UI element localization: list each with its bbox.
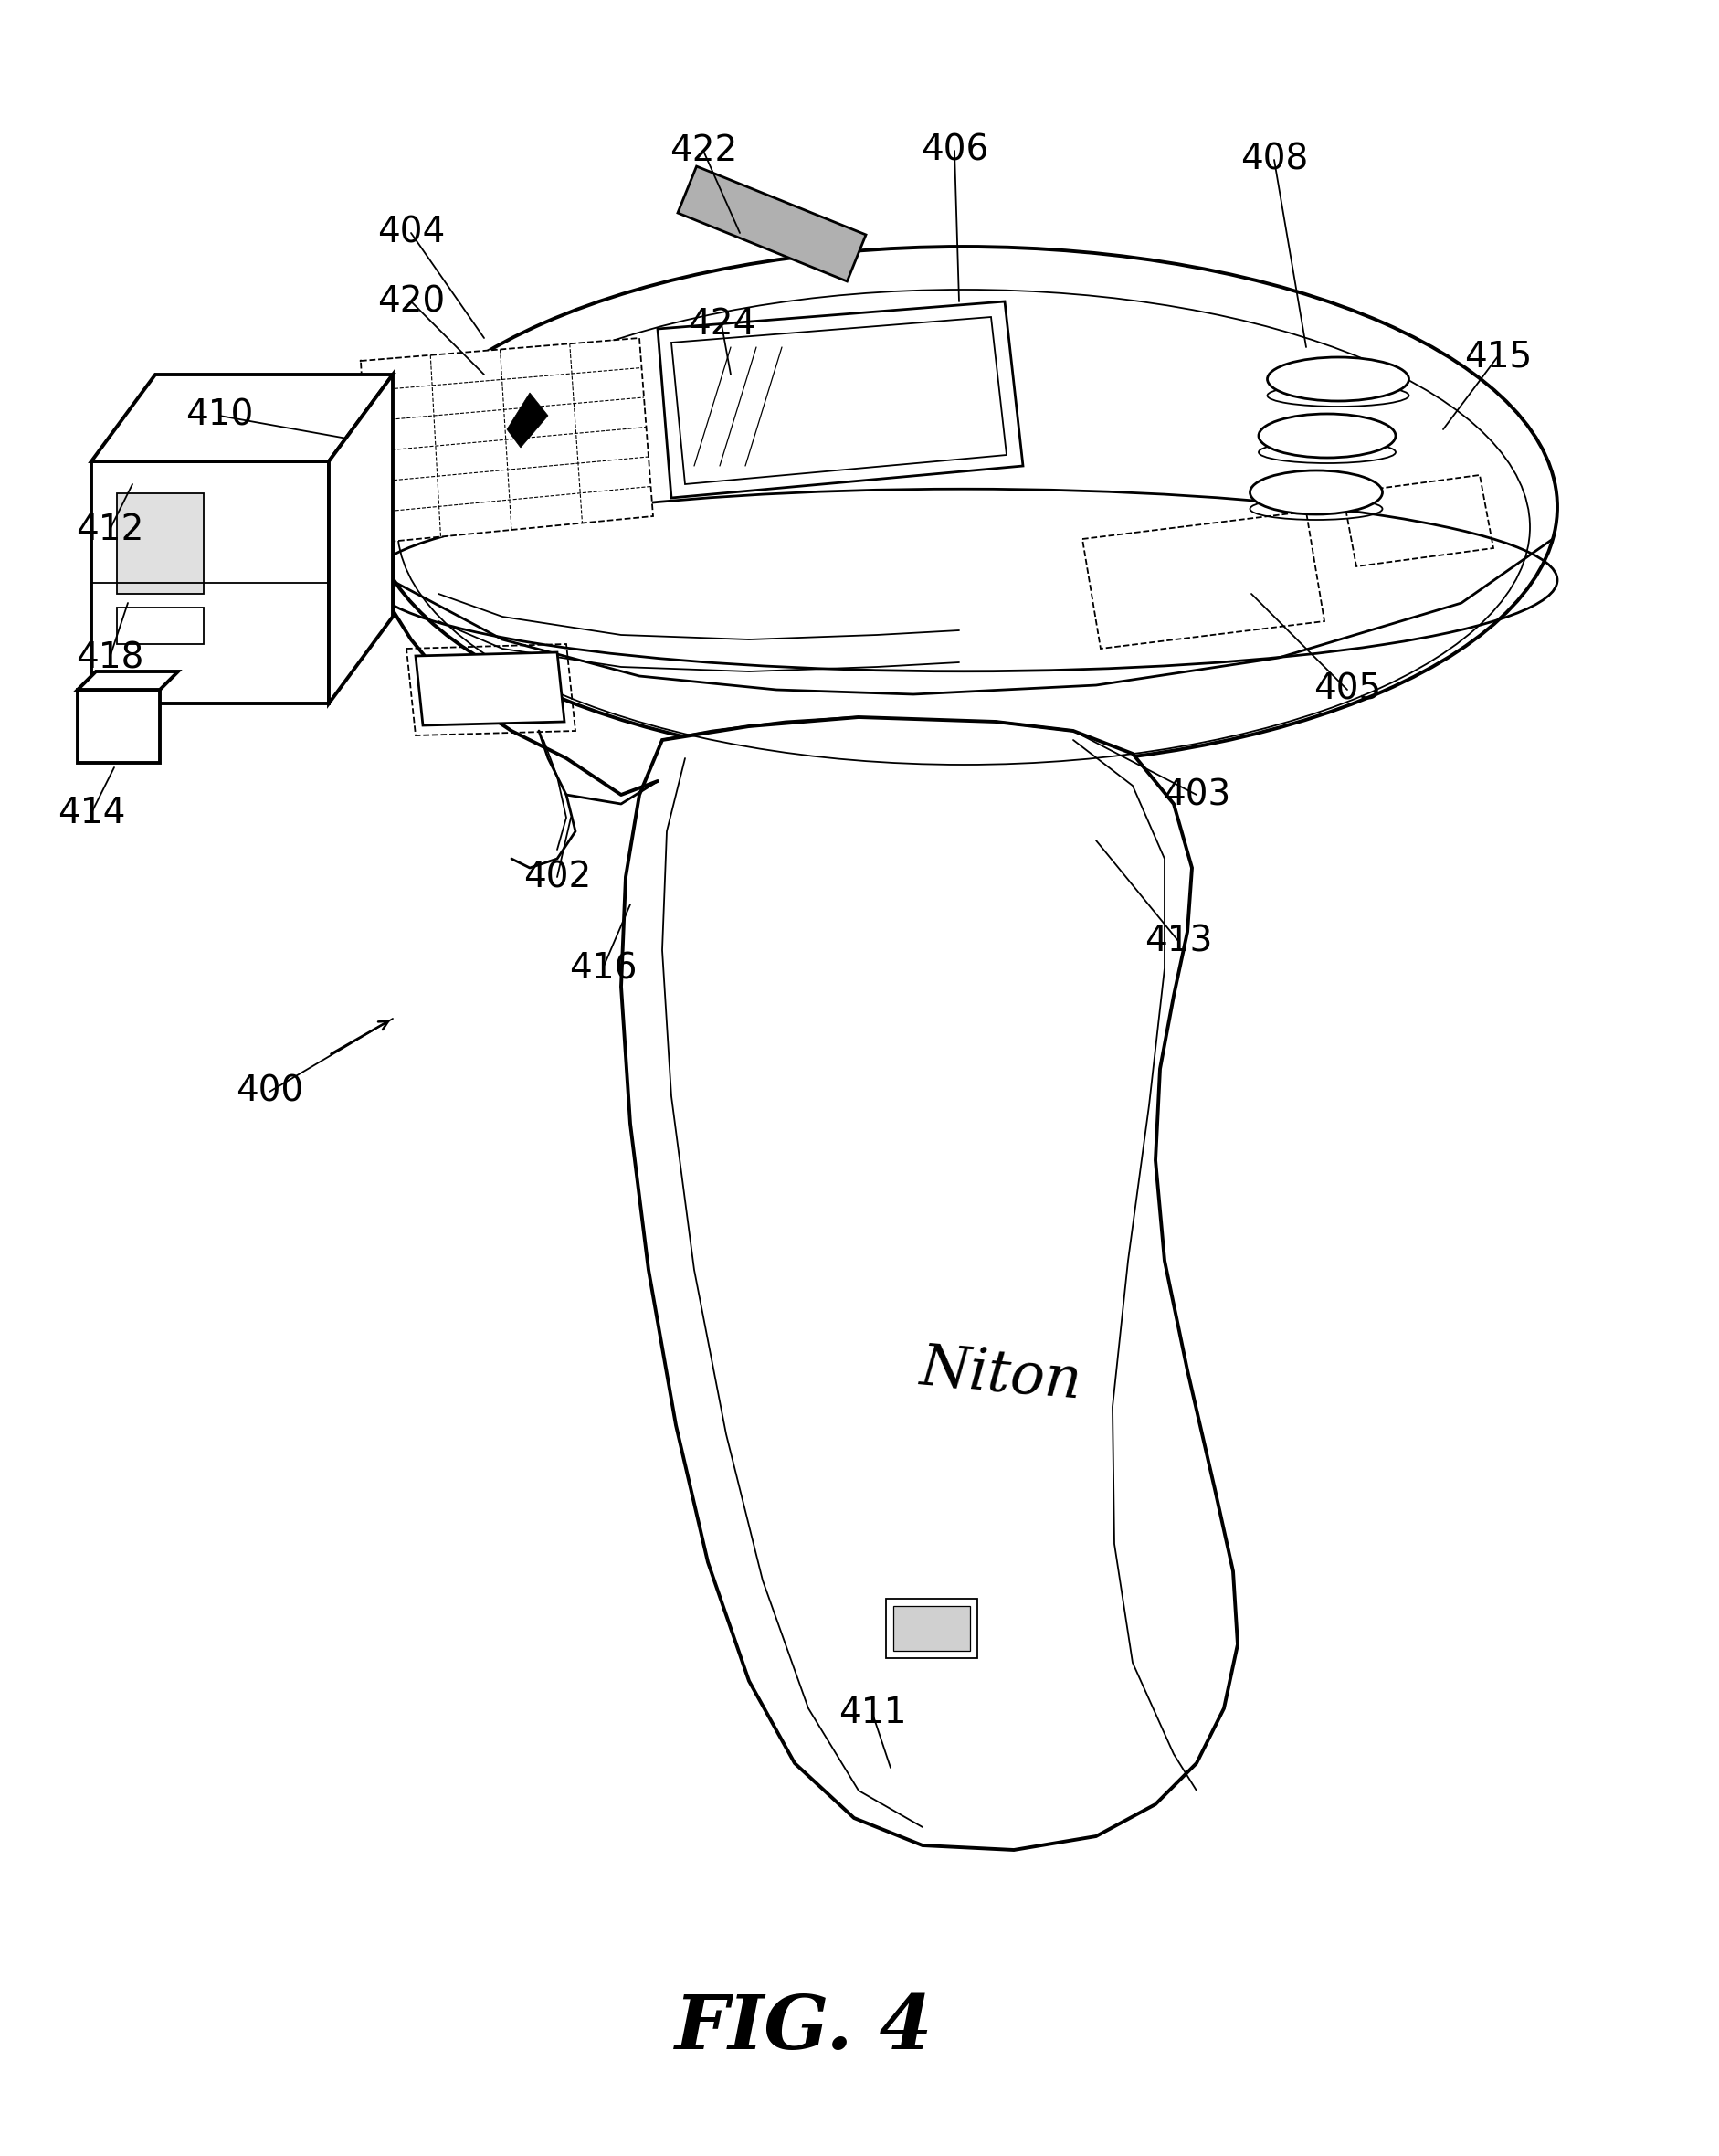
Text: 400: 400 bbox=[236, 1074, 303, 1108]
Bar bbox=[894, 1606, 970, 1651]
Polygon shape bbox=[91, 461, 328, 703]
Polygon shape bbox=[328, 375, 392, 703]
Text: 422: 422 bbox=[669, 134, 737, 168]
Text: 420: 420 bbox=[376, 285, 445, 319]
Ellipse shape bbox=[1250, 470, 1382, 515]
Ellipse shape bbox=[1267, 358, 1410, 401]
Text: 413: 413 bbox=[1145, 923, 1212, 957]
Text: FIG. 4: FIG. 4 bbox=[676, 1992, 933, 2065]
Text: 424: 424 bbox=[688, 306, 755, 341]
Text: 406: 406 bbox=[921, 134, 988, 168]
Text: 418: 418 bbox=[76, 640, 144, 675]
Text: 405: 405 bbox=[1313, 673, 1380, 707]
Text: 412: 412 bbox=[76, 513, 144, 548]
Text: Niton: Niton bbox=[916, 1339, 1083, 1410]
Ellipse shape bbox=[370, 246, 1557, 768]
Bar bbox=[677, 166, 866, 280]
Text: 408: 408 bbox=[1241, 142, 1308, 177]
Ellipse shape bbox=[1258, 414, 1396, 457]
Text: 410: 410 bbox=[186, 399, 253, 433]
Polygon shape bbox=[621, 718, 1238, 1850]
Bar bbox=[117, 608, 203, 645]
Polygon shape bbox=[91, 375, 392, 461]
Polygon shape bbox=[507, 392, 548, 448]
Text: 416: 416 bbox=[569, 951, 636, 985]
Polygon shape bbox=[77, 690, 160, 763]
Text: 402: 402 bbox=[523, 860, 591, 895]
Text: 415: 415 bbox=[1465, 338, 1532, 373]
Polygon shape bbox=[361, 338, 653, 543]
Bar bbox=[885, 1600, 978, 1658]
Text: 403: 403 bbox=[1162, 778, 1231, 813]
Bar bbox=[117, 494, 203, 593]
Text: 404: 404 bbox=[376, 216, 445, 250]
Text: 411: 411 bbox=[839, 1695, 906, 1731]
Text: 414: 414 bbox=[57, 796, 125, 830]
Polygon shape bbox=[416, 653, 564, 724]
Polygon shape bbox=[77, 671, 179, 690]
Polygon shape bbox=[658, 302, 1023, 498]
